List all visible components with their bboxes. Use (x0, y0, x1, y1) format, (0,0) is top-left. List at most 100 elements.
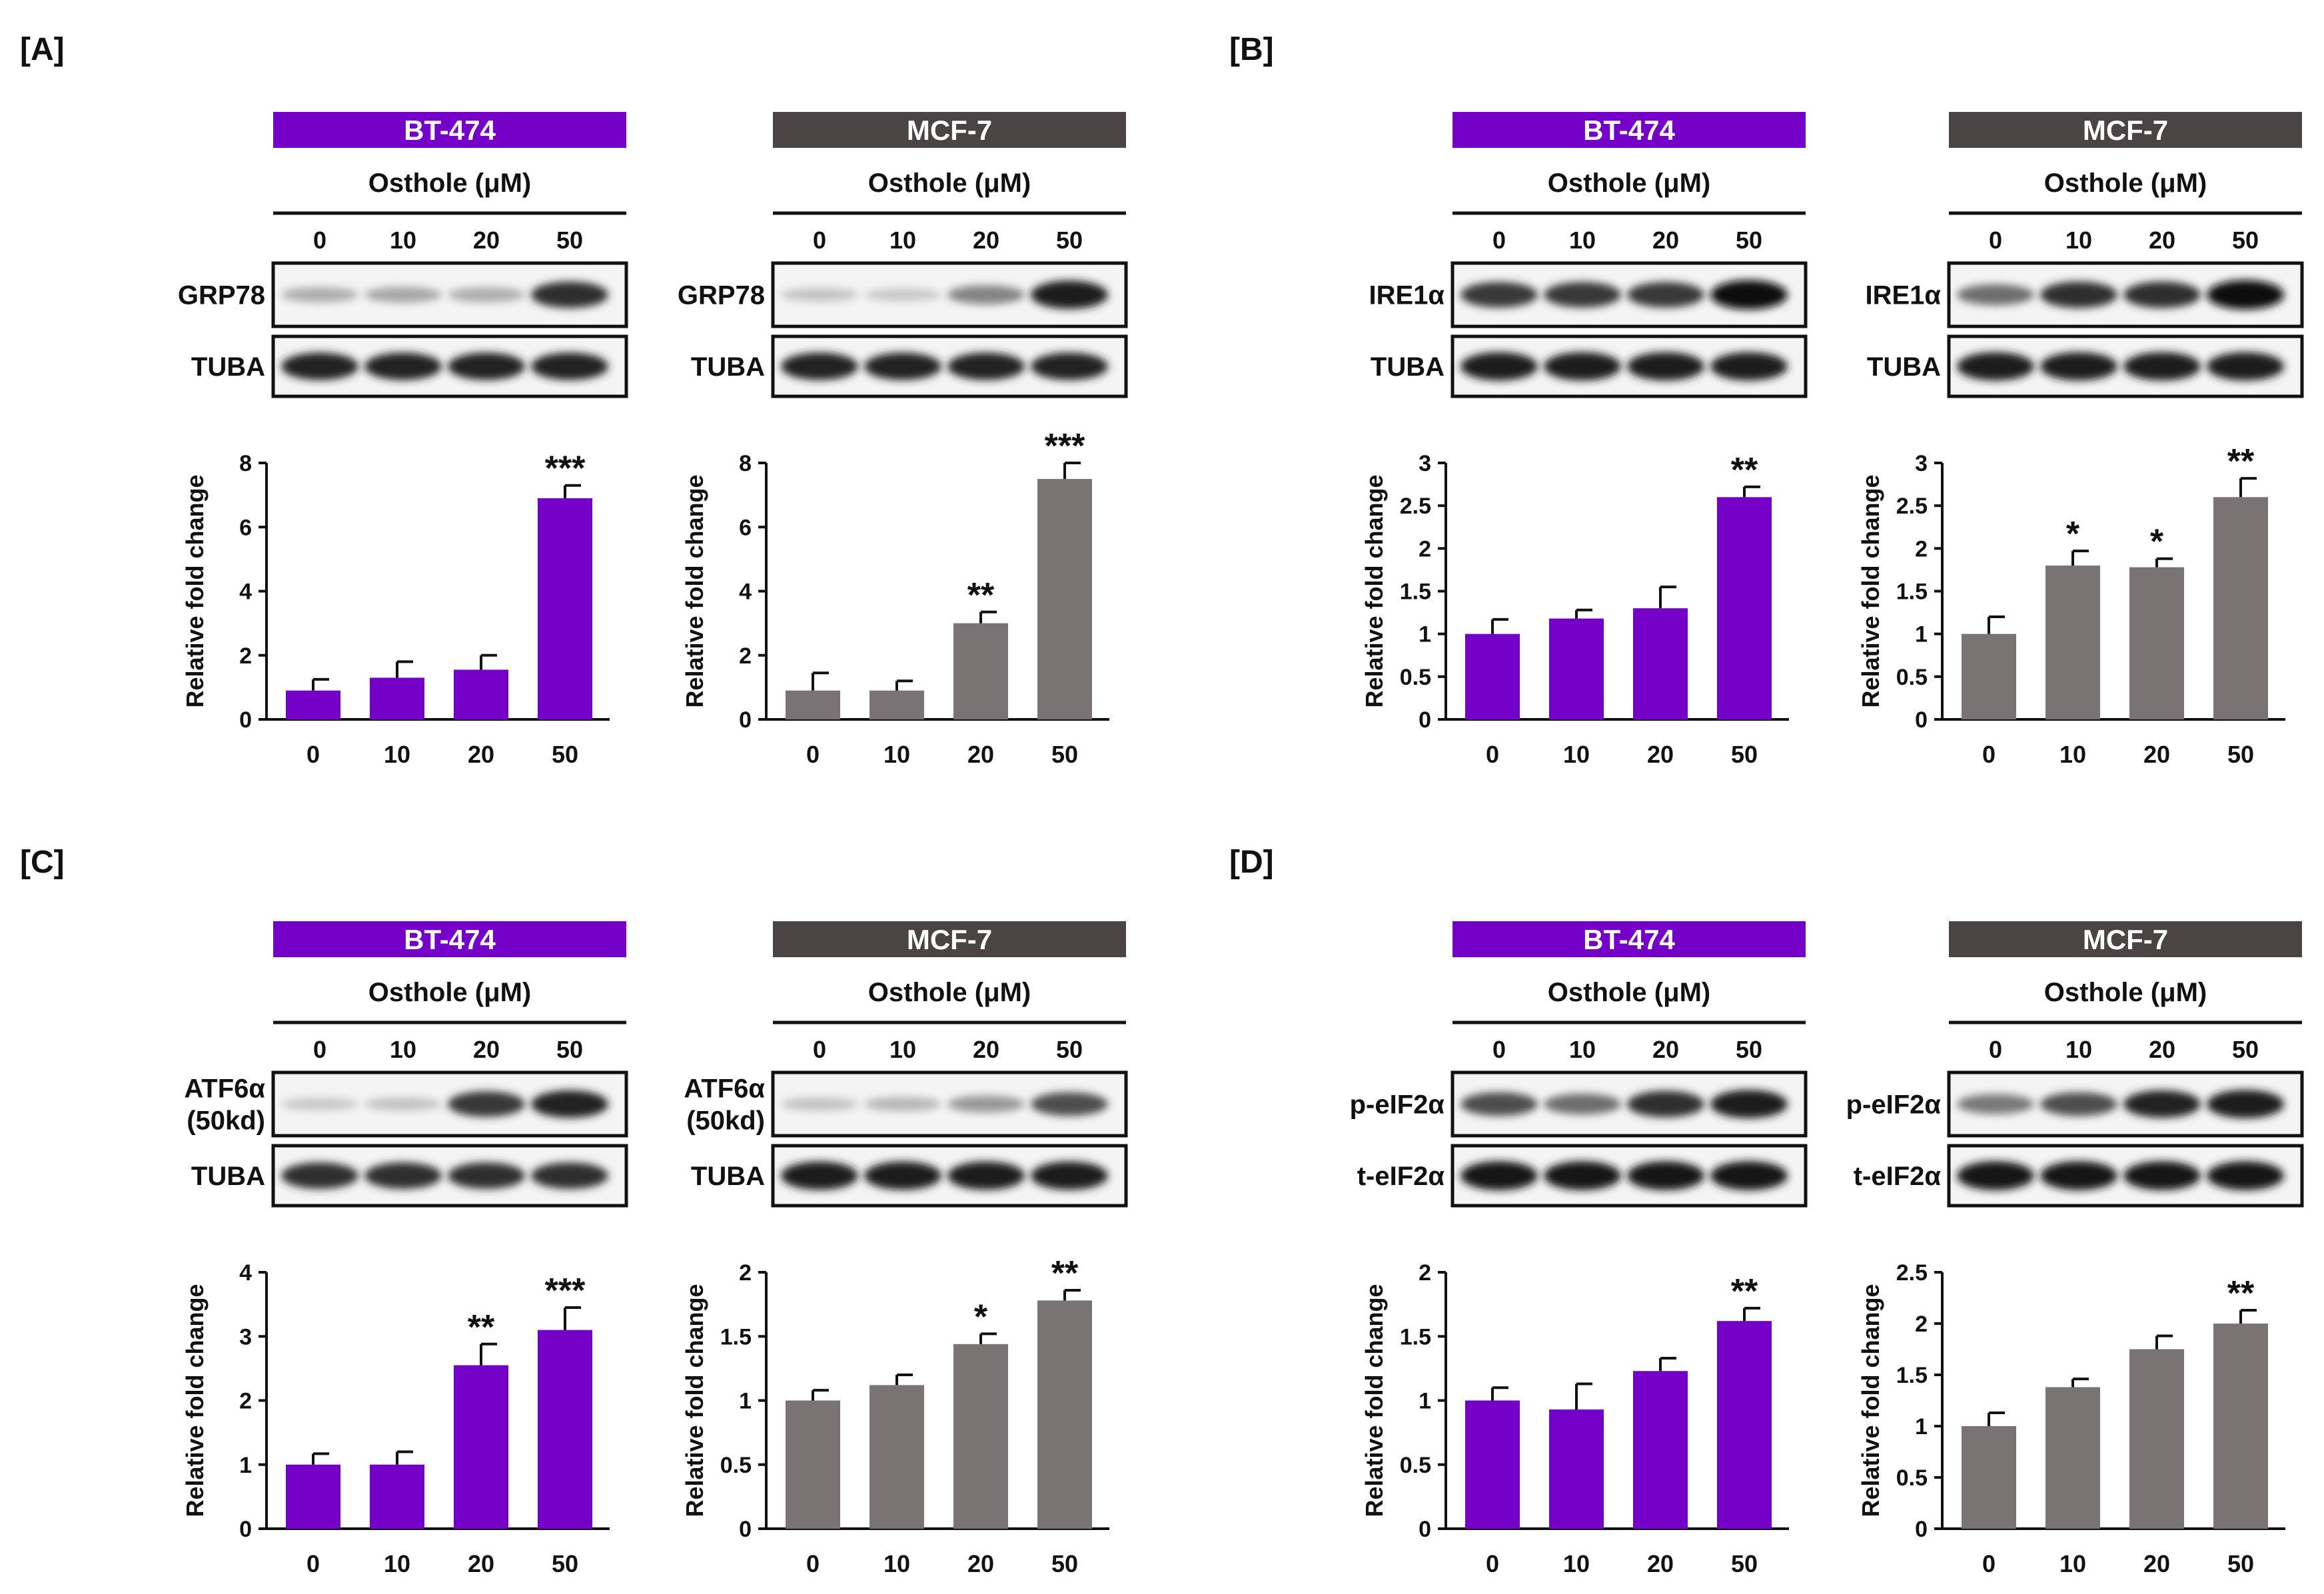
blot-band (281, 1097, 358, 1111)
loading-blot: TUBA (691, 334, 1128, 398)
blot-band (1544, 282, 1621, 308)
lane-label: 50 (2232, 226, 2259, 254)
y-tick-label: 4 (239, 580, 252, 605)
lane-label: 0 (1492, 1036, 1506, 1063)
blot-band (364, 286, 442, 303)
cell-line-header (773, 921, 1126, 957)
blot-label: TUBA (691, 352, 765, 382)
panel-A-bt474: BT-474 Osthole (μM) 0 10 20 50 GRP78 TUBA 0 2 4 6 8 R… (178, 112, 628, 768)
y-tick-label: 0.5 (1896, 1465, 1928, 1491)
significance-mark: *** (545, 1272, 586, 1310)
treatment-label: Osthole (μM) (368, 978, 531, 1007)
x-tick-label: 0 (1982, 1550, 1996, 1577)
blot-band (448, 1091, 525, 1117)
target-blot: GRP78 (178, 261, 628, 328)
blot-label: (50kd) (686, 1106, 765, 1136)
y-axis-label: Relative fold change (681, 474, 708, 707)
y-tick-label: 0 (1915, 1517, 1928, 1542)
blot-band (1460, 352, 1538, 381)
blot-band (448, 1162, 525, 1189)
x-tick-label: 10 (2059, 1550, 2086, 1577)
blot-band (364, 352, 442, 380)
lane-label: 0 (813, 1036, 826, 1063)
bar (786, 1400, 840, 1529)
blot-label: p-eIF2α (1846, 1090, 1942, 1120)
bar (1465, 633, 1520, 719)
bar (1717, 497, 1772, 719)
blot-band (2040, 1161, 2117, 1190)
blot-label: IRE1α (1865, 281, 1941, 310)
y-axis-label: Relative fold change (1857, 1284, 1884, 1517)
blot-band (2207, 1161, 2284, 1190)
y-tick-label: 1.5 (1896, 1363, 1928, 1388)
lane-label: 10 (889, 1036, 916, 1063)
treatment-label: Osthole (μM) (1548, 169, 1710, 198)
x-tick-label: 0 (1486, 1550, 1499, 1577)
x-tick-label: 0 (806, 741, 820, 768)
y-axis-label: Relative fold change (1857, 474, 1884, 707)
y-tick-label: 1.5 (1896, 580, 1928, 605)
bar (1037, 479, 1092, 719)
lane-label: 10 (1569, 1036, 1596, 1063)
significance-mark: * (2150, 523, 2164, 562)
y-tick-label: 1 (1915, 622, 1928, 647)
lane-label: 0 (813, 226, 826, 254)
target-blot: GRP78 (678, 261, 1128, 328)
blot-band (1460, 282, 1538, 308)
loading-blot: t-eIF2α (1357, 1144, 1808, 1208)
bar (1037, 1300, 1092, 1529)
blot-band (2040, 1092, 2117, 1116)
blot-band (1710, 1090, 1788, 1118)
blot-band (531, 1162, 608, 1189)
treatment-label: Osthole (μM) (868, 978, 1031, 1007)
blot-band (1627, 1090, 1704, 1118)
blot-band (864, 1161, 941, 1190)
blot-label: TUBA (1371, 352, 1445, 382)
panel-label-D: [D] (1229, 845, 1274, 880)
significance-mark: * (2066, 515, 2080, 554)
bar (870, 1385, 924, 1529)
blot-label: (50kd) (187, 1106, 265, 1136)
bar (1633, 1371, 1688, 1529)
bar (454, 1365, 508, 1529)
blot-band (364, 1162, 442, 1189)
blot-band (1957, 352, 2034, 381)
blot-band (281, 352, 358, 380)
significance-mark: ** (1731, 451, 1758, 490)
cell-line-header (273, 112, 626, 148)
y-tick-label: 0 (239, 707, 252, 733)
y-tick-label: 4 (739, 580, 752, 605)
blot-band (281, 1162, 358, 1189)
y-tick-label: 2 (1419, 1260, 1431, 1286)
blot-band (781, 288, 858, 302)
loading-blot: t-eIF2α (1854, 1144, 2304, 1208)
treatment-label: Osthole (μM) (1548, 978, 1710, 1007)
y-axis-label: Relative fold change (1361, 1284, 1388, 1517)
lane-label: 20 (973, 226, 999, 254)
cell-line-label: BT-474 (1583, 924, 1675, 955)
bar (538, 1330, 592, 1529)
y-tick-label: 2 (239, 1389, 252, 1414)
x-tick-label: 20 (2143, 1550, 2170, 1577)
blot-band (2123, 352, 2201, 381)
lane-label: 0 (1989, 226, 2002, 254)
loading-blot: TUBA (191, 334, 628, 398)
x-tick-label: 50 (1731, 741, 1758, 768)
cell-line-header (273, 921, 626, 957)
blot-label: GRP78 (178, 281, 265, 310)
x-tick-label: 50 (2227, 741, 2254, 768)
loading-blot: TUBA (1867, 334, 2304, 398)
bar (454, 669, 508, 719)
y-tick-label: 1.5 (1400, 1324, 1431, 1350)
cell-line-header (1452, 921, 1806, 957)
blot-band (1031, 1092, 1108, 1116)
bar (786, 690, 840, 719)
blot-band (947, 352, 1025, 380)
significance-mark: * (974, 1298, 988, 1336)
blot-band (2207, 1090, 2284, 1118)
blot-band (781, 352, 858, 380)
x-tick-label: 20 (967, 741, 994, 768)
lane-label: 20 (473, 1036, 500, 1063)
bar (1717, 1321, 1772, 1529)
